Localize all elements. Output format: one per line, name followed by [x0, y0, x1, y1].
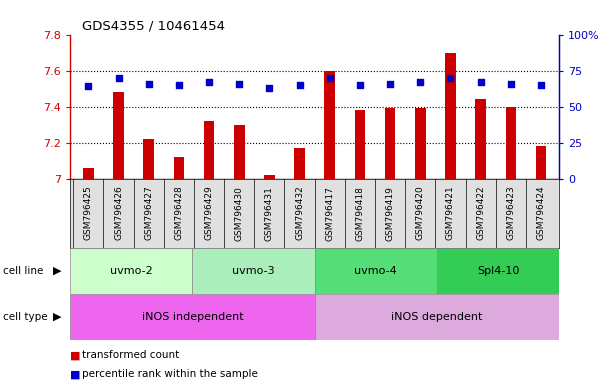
- Text: GSM796420: GSM796420: [415, 186, 425, 240]
- Bar: [437, 248, 559, 294]
- Point: [476, 79, 486, 85]
- Point: [415, 79, 425, 85]
- Text: GSM796419: GSM796419: [386, 186, 395, 240]
- Text: GSM796421: GSM796421: [446, 186, 455, 240]
- Bar: [475, 99, 486, 179]
- Bar: [70, 294, 315, 340]
- Bar: [315, 294, 559, 340]
- Point: [325, 75, 335, 81]
- Point: [265, 85, 274, 91]
- Bar: [204, 121, 214, 179]
- Text: uvmo-4: uvmo-4: [354, 266, 397, 276]
- Text: cell type: cell type: [3, 312, 48, 322]
- Point: [114, 75, 123, 81]
- Point: [204, 79, 214, 85]
- Text: GSM796422: GSM796422: [476, 186, 485, 240]
- Text: GSM796423: GSM796423: [507, 186, 515, 240]
- Text: GSM796430: GSM796430: [235, 186, 244, 240]
- Point: [295, 82, 304, 88]
- Text: ■: ■: [70, 350, 81, 360]
- Text: Spl4-10: Spl4-10: [477, 266, 519, 276]
- Text: transformed count: transformed count: [82, 350, 180, 360]
- Bar: [415, 108, 425, 179]
- Point: [84, 83, 93, 89]
- Text: GSM796424: GSM796424: [536, 186, 546, 240]
- Point: [385, 81, 395, 87]
- Bar: [70, 248, 192, 294]
- Bar: [505, 106, 516, 179]
- Text: GSM796432: GSM796432: [295, 186, 304, 240]
- Bar: [144, 139, 154, 179]
- Bar: [324, 71, 335, 179]
- Text: percentile rank within the sample: percentile rank within the sample: [82, 369, 258, 379]
- Text: ▶: ▶: [53, 312, 61, 322]
- Point: [174, 82, 184, 88]
- Text: GSM796418: GSM796418: [356, 186, 364, 240]
- Point: [536, 82, 546, 88]
- Point: [506, 81, 516, 87]
- Bar: [113, 92, 124, 179]
- Bar: [174, 157, 184, 179]
- Bar: [354, 110, 365, 179]
- Text: GSM796426: GSM796426: [114, 186, 123, 240]
- Bar: [385, 108, 395, 179]
- Text: ■: ■: [70, 369, 81, 379]
- Bar: [536, 146, 546, 179]
- Text: GSM796425: GSM796425: [84, 186, 93, 240]
- Bar: [234, 124, 244, 179]
- Bar: [264, 175, 275, 179]
- Text: GSM796429: GSM796429: [205, 186, 214, 240]
- Text: GDS4355 / 10461454: GDS4355 / 10461454: [82, 19, 225, 32]
- Bar: [83, 168, 93, 179]
- Text: uvmo-2: uvmo-2: [110, 266, 153, 276]
- Text: GSM796417: GSM796417: [325, 186, 334, 240]
- Text: iNOS independent: iNOS independent: [142, 312, 243, 322]
- Text: cell line: cell line: [3, 266, 43, 276]
- Text: GSM796428: GSM796428: [174, 186, 183, 240]
- Bar: [445, 53, 456, 179]
- Bar: [315, 248, 437, 294]
- Point: [144, 81, 153, 87]
- Point: [445, 75, 455, 81]
- Text: GSM796431: GSM796431: [265, 186, 274, 240]
- Text: uvmo-3: uvmo-3: [232, 266, 275, 276]
- Point: [235, 81, 244, 87]
- Bar: [295, 148, 305, 179]
- Text: iNOS dependent: iNOS dependent: [391, 312, 483, 322]
- Text: ▶: ▶: [53, 266, 61, 276]
- Text: GSM796427: GSM796427: [144, 186, 153, 240]
- Point: [355, 82, 365, 88]
- Bar: [192, 248, 315, 294]
